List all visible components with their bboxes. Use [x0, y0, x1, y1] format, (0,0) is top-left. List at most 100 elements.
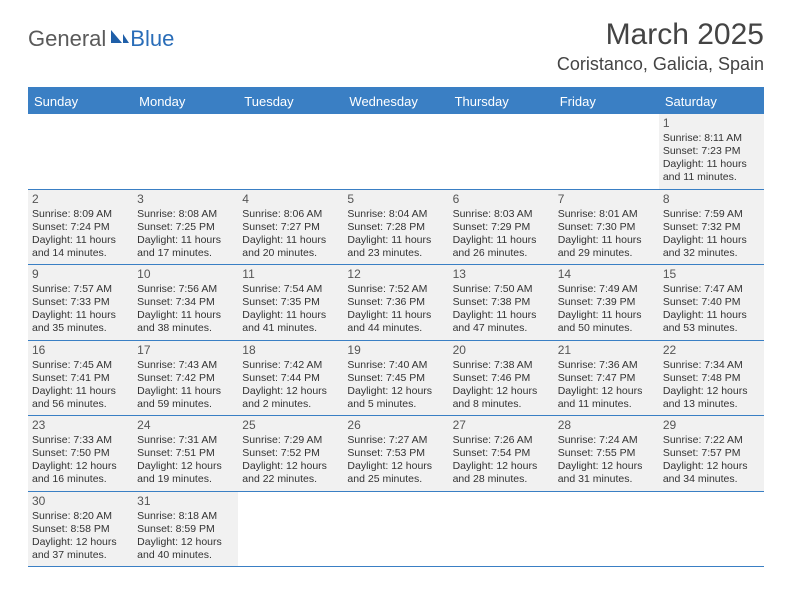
- daylight-text: Daylight: 12 hours and 28 minutes.: [453, 460, 550, 486]
- sunset-text: Sunset: 7:55 PM: [558, 447, 655, 460]
- sunrise-text: Sunrise: 7:49 AM: [558, 283, 655, 296]
- sunset-text: Sunset: 7:40 PM: [663, 296, 760, 309]
- sunset-text: Sunset: 7:50 PM: [32, 447, 129, 460]
- daylight-text: Daylight: 12 hours and 13 minutes.: [663, 385, 760, 411]
- sunrise-text: Sunrise: 7:36 AM: [558, 359, 655, 372]
- daylight-text: Daylight: 11 hours and 14 minutes.: [32, 234, 129, 260]
- day-number: 15: [663, 267, 760, 282]
- daylight-text: Daylight: 12 hours and 25 minutes.: [347, 460, 444, 486]
- daylight-text: Daylight: 12 hours and 31 minutes.: [558, 460, 655, 486]
- calendar-day-cell: 12Sunrise: 7:52 AMSunset: 7:36 PMDayligh…: [343, 265, 448, 340]
- calendar-day-cell: 11Sunrise: 7:54 AMSunset: 7:35 PMDayligh…: [238, 265, 343, 340]
- calendar-day-cell: 28Sunrise: 7:24 AMSunset: 7:55 PMDayligh…: [554, 416, 659, 491]
- sunrise-text: Sunrise: 7:52 AM: [347, 283, 444, 296]
- weekday-header: Friday: [554, 89, 659, 114]
- sunset-text: Sunset: 7:38 PM: [453, 296, 550, 309]
- calendar-empty-cell: [238, 114, 343, 189]
- sunset-text: Sunset: 7:52 PM: [242, 447, 339, 460]
- calendar-week-row: 9Sunrise: 7:57 AMSunset: 7:33 PMDaylight…: [28, 265, 764, 341]
- daylight-text: Daylight: 12 hours and 19 minutes.: [137, 460, 234, 486]
- day-number: 11: [242, 267, 339, 282]
- day-number: 2: [32, 192, 129, 207]
- weekday-header: Saturday: [659, 89, 764, 114]
- logo: General Blue: [28, 26, 174, 52]
- sunset-text: Sunset: 7:34 PM: [137, 296, 234, 309]
- sunset-text: Sunset: 7:42 PM: [137, 372, 234, 385]
- daylight-text: Daylight: 12 hours and 8 minutes.: [453, 385, 550, 411]
- calendar-day-cell: 7Sunrise: 8:01 AMSunset: 7:30 PMDaylight…: [554, 190, 659, 265]
- calendar-week-row: 1Sunrise: 8:11 AMSunset: 7:23 PMDaylight…: [28, 114, 764, 190]
- daylight-text: Daylight: 11 hours and 17 minutes.: [137, 234, 234, 260]
- calendar-day-cell: 30Sunrise: 8:20 AMSunset: 8:58 PMDayligh…: [28, 492, 133, 567]
- day-number: 28: [558, 418, 655, 433]
- day-number: 22: [663, 343, 760, 358]
- daylight-text: Daylight: 11 hours and 23 minutes.: [347, 234, 444, 260]
- sunrise-text: Sunrise: 7:24 AM: [558, 434, 655, 447]
- sunset-text: Sunset: 8:58 PM: [32, 523, 129, 536]
- weekday-header-row: Sunday Monday Tuesday Wednesday Thursday…: [28, 89, 764, 114]
- header: General Blue March 2025 Coristanco, Gali…: [0, 0, 792, 83]
- sunrise-text: Sunrise: 8:04 AM: [347, 208, 444, 221]
- calendar-empty-cell: [554, 492, 659, 567]
- sunrise-text: Sunrise: 7:59 AM: [663, 208, 760, 221]
- daylight-text: Daylight: 11 hours and 29 minutes.: [558, 234, 655, 260]
- calendar-day-cell: 1Sunrise: 8:11 AMSunset: 7:23 PMDaylight…: [659, 114, 764, 189]
- title-block: March 2025 Coristanco, Galicia, Spain: [557, 18, 764, 75]
- calendar-empty-cell: [28, 114, 133, 189]
- sunrise-text: Sunrise: 7:57 AM: [32, 283, 129, 296]
- daylight-text: Daylight: 12 hours and 11 minutes.: [558, 385, 655, 411]
- daylight-text: Daylight: 11 hours and 41 minutes.: [242, 309, 339, 335]
- sunset-text: Sunset: 7:30 PM: [558, 221, 655, 234]
- sunrise-text: Sunrise: 7:34 AM: [663, 359, 760, 372]
- calendar-day-cell: 21Sunrise: 7:36 AMSunset: 7:47 PMDayligh…: [554, 341, 659, 416]
- sunrise-text: Sunrise: 8:18 AM: [137, 510, 234, 523]
- sunset-text: Sunset: 7:51 PM: [137, 447, 234, 460]
- calendar: Sunday Monday Tuesday Wednesday Thursday…: [28, 87, 764, 567]
- page-title: March 2025: [557, 18, 764, 52]
- daylight-text: Daylight: 11 hours and 53 minutes.: [663, 309, 760, 335]
- calendar-day-cell: 25Sunrise: 7:29 AMSunset: 7:52 PMDayligh…: [238, 416, 343, 491]
- sunrise-text: Sunrise: 8:20 AM: [32, 510, 129, 523]
- daylight-text: Daylight: 11 hours and 44 minutes.: [347, 309, 444, 335]
- sunset-text: Sunset: 7:45 PM: [347, 372, 444, 385]
- calendar-empty-cell: [554, 114, 659, 189]
- sunrise-text: Sunrise: 8:03 AM: [453, 208, 550, 221]
- day-number: 24: [137, 418, 234, 433]
- day-number: 4: [242, 192, 339, 207]
- logo-text-blue: Blue: [130, 26, 174, 52]
- calendar-day-cell: 20Sunrise: 7:38 AMSunset: 7:46 PMDayligh…: [449, 341, 554, 416]
- sunset-text: Sunset: 7:46 PM: [453, 372, 550, 385]
- sunset-text: Sunset: 7:57 PM: [663, 447, 760, 460]
- calendar-day-cell: 2Sunrise: 8:09 AMSunset: 7:24 PMDaylight…: [28, 190, 133, 265]
- day-number: 26: [347, 418, 444, 433]
- day-number: 5: [347, 192, 444, 207]
- day-number: 20: [453, 343, 550, 358]
- daylight-text: Daylight: 11 hours and 50 minutes.: [558, 309, 655, 335]
- sunrise-text: Sunrise: 7:26 AM: [453, 434, 550, 447]
- daylight-text: Daylight: 11 hours and 32 minutes.: [663, 234, 760, 260]
- sunrise-text: Sunrise: 7:45 AM: [32, 359, 129, 372]
- sunrise-text: Sunrise: 7:54 AM: [242, 283, 339, 296]
- location-subtitle: Coristanco, Galicia, Spain: [557, 54, 764, 75]
- calendar-day-cell: 24Sunrise: 7:31 AMSunset: 7:51 PMDayligh…: [133, 416, 238, 491]
- sunset-text: Sunset: 7:48 PM: [663, 372, 760, 385]
- sunset-text: Sunset: 7:53 PM: [347, 447, 444, 460]
- sunset-text: Sunset: 7:54 PM: [453, 447, 550, 460]
- day-number: 29: [663, 418, 760, 433]
- sunrise-text: Sunrise: 7:47 AM: [663, 283, 760, 296]
- daylight-text: Daylight: 11 hours and 59 minutes.: [137, 385, 234, 411]
- daylight-text: Daylight: 12 hours and 22 minutes.: [242, 460, 339, 486]
- day-number: 21: [558, 343, 655, 358]
- day-number: 18: [242, 343, 339, 358]
- calendar-day-cell: 17Sunrise: 7:43 AMSunset: 7:42 PMDayligh…: [133, 341, 238, 416]
- daylight-text: Daylight: 11 hours and 20 minutes.: [242, 234, 339, 260]
- day-number: 23: [32, 418, 129, 433]
- calendar-day-cell: 6Sunrise: 8:03 AMSunset: 7:29 PMDaylight…: [449, 190, 554, 265]
- calendar-week-row: 30Sunrise: 8:20 AMSunset: 8:58 PMDayligh…: [28, 492, 764, 568]
- daylight-text: Daylight: 12 hours and 37 minutes.: [32, 536, 129, 562]
- day-number: 13: [453, 267, 550, 282]
- sunrise-text: Sunrise: 7:31 AM: [137, 434, 234, 447]
- calendar-empty-cell: [343, 492, 448, 567]
- sunrise-text: Sunrise: 7:38 AM: [453, 359, 550, 372]
- sunrise-text: Sunrise: 8:11 AM: [663, 132, 760, 145]
